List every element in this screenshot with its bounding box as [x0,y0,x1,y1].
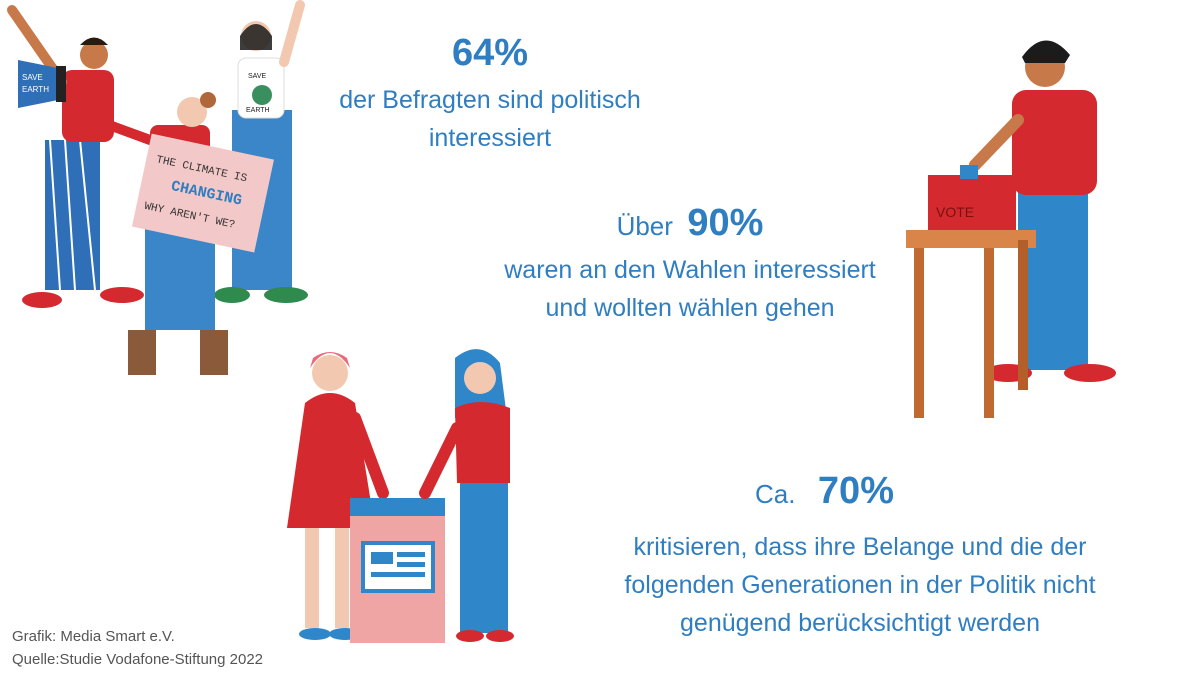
stat3-text-line3: genügend berücksichtigt werden [680,609,1040,637]
stat1-text-line2: interessiert [428,124,552,152]
svg-text:SAVE: SAVE [248,73,266,80]
voter-man [969,40,1116,382]
svg-text:SAVE: SAVE [22,73,43,82]
stat3-text-line2: folgenden Generationen in der Politik ni… [624,571,1096,599]
credit-quelle: Quelle:Studie Vodafone-Stiftung 2022 [12,651,264,668]
stat2-headline: Über 90% [470,202,910,245]
climate-sign: THE CLIMATE IS CHANGING WHY AREN'T WE? [131,133,274,253]
svg-text:VOTE: VOTE [936,204,974,220]
stat-criticism: kritisieren, dass ihre Belange und die d… [590,528,1130,642]
stat2-text-line2: und wollten wählen gehen [545,294,835,322]
stat3-prefix: Ca. [755,479,796,509]
stat2-value: 90% [687,202,764,244]
svg-text:EARTH: EARTH [22,85,49,94]
stat-politically-interested: 64% der Befragten sind politisch interes… [310,32,670,157]
stat2-prefix: Über [616,211,673,241]
voting-table [906,230,1036,418]
woman-blue-hair [419,349,514,642]
svg-text:EARTH: EARTH [246,107,270,114]
stat3-headline: Ca. 70% [755,470,894,513]
protester-man [7,5,144,308]
protest-illustration: SAVE EARTH SAVE EARTH THE CLIMATE IS CHA… [7,0,308,375]
megaphone-icon: SAVE EARTH [18,60,66,108]
voter-illustration: VOTE [906,40,1116,418]
stat3-text-line1: kritisieren, dass ihre Belange und die d… [633,533,1087,561]
woman-red-dress [287,352,389,640]
stat1-value: 64% [451,32,529,74]
stat2-text-line1: waren an den Wahlen interessiert [504,256,876,284]
credit-grafik: Grafik: Media Smart e.V. [12,628,175,645]
voting-women-illustration [287,349,514,643]
ballot-box: VOTE [928,165,1016,240]
stat1-text-line1: der Befragten sind politisch [339,86,641,114]
stat3-value: 70% [817,470,894,512]
stat-election-interest: Über 90% waren an den Wahlen interessier… [470,202,910,327]
ballot-machine [350,498,445,643]
